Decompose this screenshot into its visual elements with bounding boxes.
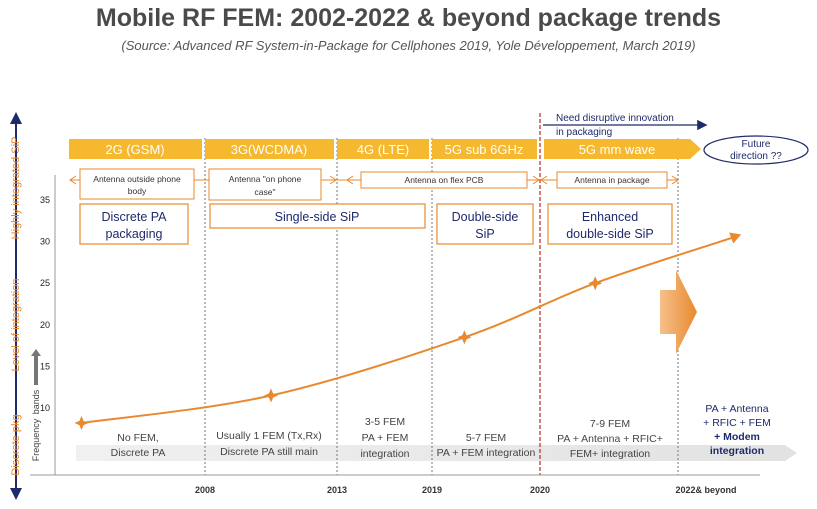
x-tick-label: 2008 [195, 485, 215, 495]
disruptive-text-line1: Need disruptive innovation [556, 113, 674, 124]
gen-3g: 3G(WCDMA) [205, 139, 334, 159]
box-discrete-pa-line2: packaging [106, 227, 163, 241]
gen-2g: 2G (GSM) [69, 139, 202, 159]
box-discrete-pa-line1: Discrete PA [101, 210, 167, 224]
box-enhanced-line1: Enhanced [582, 210, 638, 224]
fem-3g-line2: Discrete PA still main [220, 446, 318, 458]
y-tick-label: 35 [40, 195, 50, 205]
generation-banners: 2G (GSM) 3G(WCDMA) 4G (LTE) 5G sub 6GHz … [69, 139, 701, 159]
y-label-discrete: Discrete pkg [10, 414, 22, 475]
box-enhanced-double: Enhanced double-side SiP [547, 203, 673, 245]
box-single-side: Single-side SiP [209, 203, 426, 229]
antenna-on-case: Antenna "on phone case" [208, 168, 322, 201]
box-single-side-label: Single-side SiP [275, 210, 360, 224]
antenna-on-case-line1: Antenna "on phone [229, 174, 302, 184]
fem-5g-mm-line3: FEM+ integration [570, 448, 650, 460]
final-line1: PA + Antenna [705, 403, 768, 415]
future-direction-line2: direction ?? [730, 151, 782, 162]
y-tick-label: 30 [40, 237, 50, 247]
fem-5g-sub6-line2: PA + FEM integration [437, 447, 536, 459]
y-label-highly-integrated: Highly integrated SiP [10, 137, 22, 240]
gen-5g-sub6: 5G sub 6GHz [432, 139, 537, 159]
freq-label-line1: Frequency [31, 418, 41, 461]
page-subtitle: (Source: Advanced RF System-in-Package f… [121, 38, 696, 53]
antenna-on-flex: Antenna on flex PCB [360, 171, 528, 189]
final-integration: PA + Antenna + RFIC + FEM + Modem integr… [703, 403, 771, 457]
y-tick-label: 25 [40, 278, 50, 288]
antenna-outside-line1: Antenna outside phone [93, 174, 181, 184]
series-point [588, 276, 603, 291]
gen-2g-label: 2G (GSM) [105, 142, 164, 157]
box-enhanced-line2: double-side SiP [566, 227, 654, 241]
timeline-background-arrow [76, 445, 797, 461]
y-tick-label: 10 [40, 403, 50, 413]
gen-4g: 4G (LTE) [337, 139, 429, 159]
y-ticks: 10 15 20 25 30 35 [40, 195, 50, 413]
y-axis-top-arrow-icon [10, 112, 22, 124]
packaging-boxes: Discrete PA packaging Single-side SiP Do… [79, 203, 673, 245]
y-axis [10, 112, 56, 500]
antenna-on-flex-label: Antenna on flex PCB [405, 175, 484, 185]
fem-5g-mm-line2: PA + Antenna + RFIC+ [557, 433, 663, 445]
antenna-outside-phone: Antenna outside phone body [79, 168, 195, 200]
fem-2g-line2: Discrete PA [111, 447, 166, 459]
gen-5g-mmwave-label: 5G mm wave [579, 142, 656, 157]
box-double-side: Double-side SiP [436, 203, 534, 245]
fem-2g-line1: No FEM, [117, 432, 158, 444]
series-point [264, 388, 278, 403]
fem-5g-mm-line1: 7-9 FEM [590, 418, 630, 430]
gen-3g-label: 3G(WCDMA) [231, 142, 308, 157]
future-big-arrow-icon [660, 270, 697, 354]
final-line2: + RFIC + FEM [703, 417, 771, 429]
fem-3g-line1: Usually 1 FEM (Tx,Rx) [216, 430, 322, 442]
antenna-outside-line2: body [128, 186, 147, 196]
y-tick-label: 15 [40, 361, 50, 371]
antenna-in-package-label: Antenna in package [574, 175, 649, 185]
future-direction-ellipse [703, 135, 809, 165]
series-layer [74, 232, 742, 430]
fem-4g-line2: PA + FEM [362, 432, 409, 444]
box-double-side-line2: SiP [475, 227, 494, 241]
gen-5g-sub6-label: 5G sub 6GHz [445, 142, 524, 157]
freq-up-arrow-icon [31, 349, 41, 385]
future-direction-line1: Future [742, 139, 771, 150]
final-line3: + Modem [714, 431, 760, 443]
box-double-side-line1: Double-side [452, 210, 519, 224]
x-tick-label: 2013 [327, 485, 347, 495]
antenna-phases: Antenna outside phone body Antenna "on p… [69, 168, 679, 201]
y-tick-label: 20 [40, 320, 50, 330]
box-discrete-pa: Discrete PA packaging [79, 203, 189, 245]
x-ticks: 2008 2013 2019 2020 2022& beyond [195, 485, 737, 495]
page-title: Mobile RF FEM: 2002-2022 & beyond packag… [95, 4, 722, 32]
x-tick-label: 2022& beyond [675, 485, 736, 495]
disruptive-text-line2: in packaging [556, 127, 612, 138]
x-tick-label: 2020 [530, 485, 550, 495]
x-tick-label: 2019 [422, 485, 442, 495]
fem-4g-line1: 3-5 FEM [365, 416, 405, 428]
series-end-arrow-icon [729, 232, 742, 244]
y-label-level-of-integration: Level of integration [10, 279, 22, 372]
gen-4g-label: 4G (LTE) [357, 142, 410, 157]
fem-descriptions: No FEM, Discrete PA Usually 1 FEM (Tx,Rx… [111, 416, 663, 460]
antenna-on-case-line2: case" [255, 187, 276, 197]
fem-5g-sub6-line1: 5-7 FEM [466, 432, 506, 444]
series-point [74, 416, 89, 430]
y-axis-bottom-arrow-icon [10, 488, 22, 500]
series-line [81, 236, 734, 424]
freq-label-line2: bands [31, 389, 41, 414]
series-point [457, 330, 472, 345]
antenna-in-package: Antenna in package [556, 171, 668, 189]
fem-4g-line3: integration [360, 448, 409, 460]
gen-5g-mmwave: 5G mm wave [544, 139, 701, 159]
final-line4: integration [710, 445, 764, 457]
